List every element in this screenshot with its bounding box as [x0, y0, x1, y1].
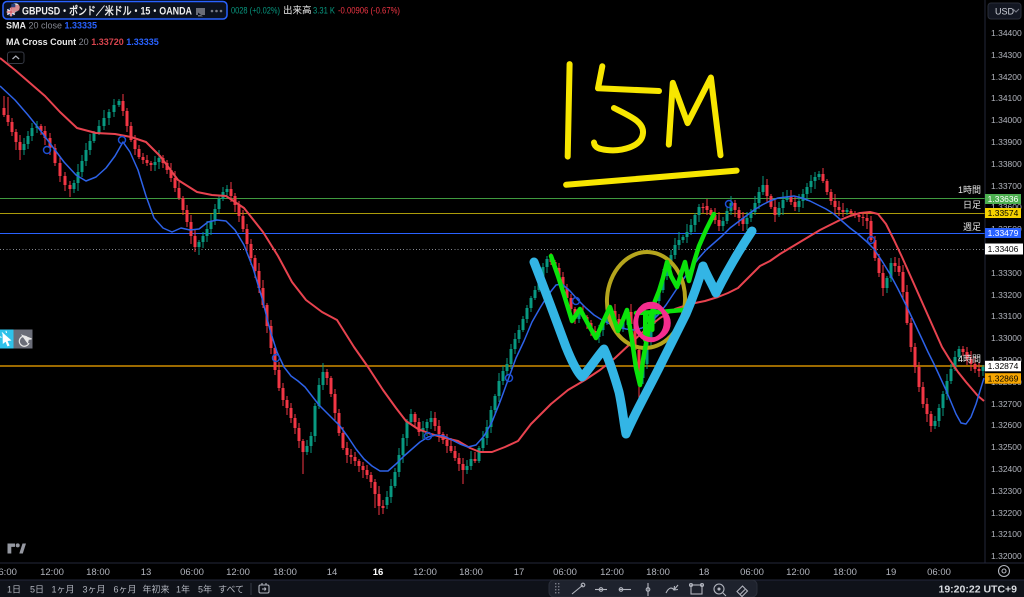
svg-text:1.34300: 1.34300 [991, 50, 1022, 60]
svg-text:1.33700: 1.33700 [991, 181, 1022, 191]
svg-text:SMA 20 close 1.33335: SMA 20 close 1.33335 [6, 21, 97, 31]
svg-text:1.33406: 1.33406 [988, 244, 1019, 254]
svg-text:週足: 週足 [963, 222, 981, 232]
svg-text:1.32900: 1.32900 [991, 355, 1022, 365]
svg-text:5日: 5日 [30, 585, 44, 595]
svg-text:12:00: 12:00 [786, 567, 810, 578]
svg-text:1.32600: 1.32600 [991, 420, 1022, 430]
svg-text:1.33000: 1.33000 [991, 333, 1022, 343]
svg-text:1.32874: 1.32874 [988, 361, 1019, 371]
svg-text:1.34000: 1.34000 [991, 115, 1022, 125]
svg-text:12:00: 12:00 [600, 567, 624, 578]
svg-text:1.32300: 1.32300 [991, 486, 1022, 496]
svg-text:13: 13 [141, 567, 152, 578]
svg-text:1.32400: 1.32400 [991, 464, 1022, 474]
svg-text:MA Cross Count 20 1.33720 1.3: MA Cross Count 20 1.33720 1.33335 [6, 37, 159, 47]
svg-text:すべて: すべて [218, 585, 244, 595]
svg-text:4時間: 4時間 [958, 354, 981, 364]
svg-text:1.33300: 1.33300 [991, 268, 1022, 278]
svg-text:日足: 日足 [963, 200, 981, 210]
svg-text:12:00: 12:00 [413, 567, 437, 578]
svg-text:18: 18 [699, 567, 710, 578]
svg-text:18:00: 18:00 [646, 567, 670, 578]
svg-text:16: 16 [373, 567, 384, 578]
svg-text:0028 (+0.02%): 0028 (+0.02%) [231, 6, 280, 17]
svg-text:06:00: 06:00 [180, 567, 204, 578]
svg-text:06:00: 06:00 [0, 567, 17, 578]
svg-text:06:00: 06:00 [740, 567, 764, 578]
svg-text:1.32200: 1.32200 [991, 508, 1022, 518]
svg-text:14: 14 [327, 567, 338, 578]
svg-text:1.33636: 1.33636 [988, 194, 1019, 204]
svg-text:1.34100: 1.34100 [991, 93, 1022, 103]
svg-text:1日: 1日 [7, 585, 21, 595]
svg-text:18:00: 18:00 [86, 567, 110, 578]
svg-text:3ヶ月: 3ヶ月 [82, 585, 105, 595]
svg-text:6ヶ月: 6ヶ月 [113, 585, 136, 595]
svg-text:1時間: 1時間 [958, 185, 981, 195]
svg-text:1.33800: 1.33800 [991, 159, 1022, 169]
svg-text:1.32700: 1.32700 [991, 399, 1022, 409]
svg-text:GBPUSD・ポンド／米ドル・15・OANDA: GBPUSD・ポンド／米ドル・15・OANDA [22, 4, 192, 18]
svg-text:19:20:22 UTC+9: 19:20:22 UTC+9 [939, 584, 1018, 596]
svg-text:06:00: 06:00 [927, 567, 951, 578]
svg-text:12:00: 12:00 [226, 567, 250, 578]
svg-text:18:00: 18:00 [833, 567, 857, 578]
svg-text:1.33574: 1.33574 [988, 208, 1019, 218]
svg-text:USD: USD [995, 7, 1015, 17]
svg-text:1ヶ月: 1ヶ月 [51, 585, 74, 595]
svg-text:1.32500: 1.32500 [991, 442, 1022, 452]
svg-text:19: 19 [886, 567, 897, 578]
svg-text:1.32869: 1.32869 [988, 374, 1019, 384]
svg-text:1.33479: 1.33479 [988, 228, 1019, 238]
svg-text:1.34400: 1.34400 [991, 28, 1022, 38]
svg-text:1.32100: 1.32100 [991, 529, 1022, 539]
svg-text:5年: 5年 [198, 584, 212, 595]
svg-text:3.31 K: 3.31 K [313, 6, 336, 17]
svg-text:18:00: 18:00 [459, 567, 483, 578]
svg-text:1.33100: 1.33100 [991, 311, 1022, 321]
svg-text:1.33200: 1.33200 [991, 290, 1022, 300]
svg-text:年初来: 年初来 [142, 584, 169, 595]
svg-text:1.33600: 1.33600 [991, 202, 1022, 212]
svg-text:17: 17 [514, 567, 525, 578]
svg-text:18:00: 18:00 [273, 567, 297, 578]
svg-text:-0.00906 (-0.67%): -0.00906 (-0.67%) [338, 6, 400, 17]
svg-text:1.33900: 1.33900 [991, 137, 1022, 147]
svg-text:出来高: 出来高 [283, 5, 312, 17]
svg-text:12:00: 12:00 [40, 567, 64, 578]
svg-text:1.34200: 1.34200 [991, 72, 1022, 82]
svg-text:1.32000: 1.32000 [991, 551, 1022, 561]
svg-text:1年: 1年 [176, 584, 190, 595]
svg-text:06:00: 06:00 [553, 567, 577, 578]
